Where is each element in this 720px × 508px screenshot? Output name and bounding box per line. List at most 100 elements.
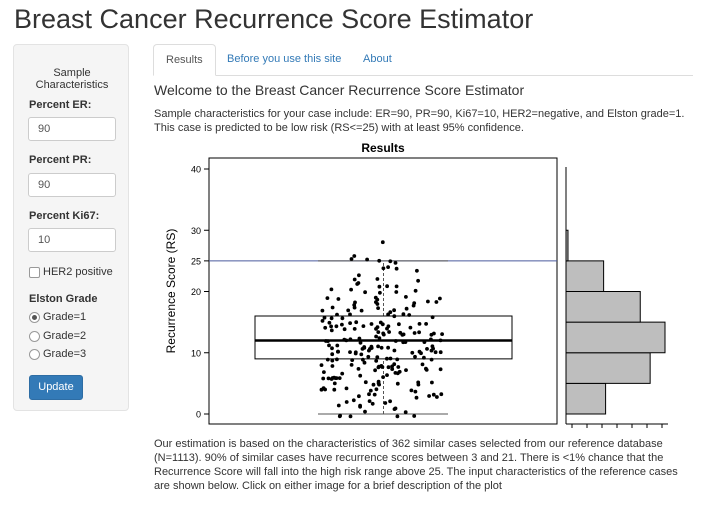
data-point	[377, 258, 382, 263]
data-point	[336, 403, 341, 408]
data-point	[429, 337, 433, 342]
data-point	[358, 404, 362, 409]
data-point	[377, 336, 382, 340]
data-point	[342, 327, 347, 332]
data-point	[412, 301, 417, 305]
data-point	[388, 399, 392, 404]
welcome-heading: Welcome to the Breast Cancer Recurrence …	[154, 82, 525, 98]
pr-input[interactable]: 90	[28, 173, 116, 197]
data-point	[337, 414, 342, 419]
data-point	[394, 290, 399, 294]
data-point	[438, 296, 442, 301]
data-point	[349, 363, 354, 367]
ki67-label: Percent Ki67:	[29, 210, 100, 222]
data-point	[377, 284, 382, 289]
radio-icon[interactable]	[29, 349, 40, 360]
data-point	[438, 338, 443, 343]
radio-icon[interactable]	[29, 331, 40, 342]
data-point	[433, 350, 438, 355]
data-point	[373, 368, 377, 373]
data-point	[424, 322, 428, 326]
estimation-text: Our estimation is based on the character…	[154, 438, 678, 492]
data-point	[371, 382, 376, 387]
data-point	[358, 340, 363, 345]
data-point	[431, 392, 436, 397]
data-point	[349, 257, 354, 261]
checkbox-box[interactable]	[29, 267, 40, 278]
grade-1-label: Grade=1	[43, 311, 87, 323]
hist-bar	[565, 352, 651, 384]
sidebar-panel: Sample Characteristics Percent ER: 90 Pe…	[13, 44, 129, 411]
data-point	[379, 345, 384, 350]
data-point	[414, 395, 419, 400]
tab-about[interactable]: About	[363, 53, 392, 65]
er-input[interactable]: 90	[28, 117, 116, 141]
data-point	[381, 332, 386, 337]
data-point	[363, 290, 367, 295]
tab-bar: Results Before you use this site About	[153, 44, 693, 76]
data-point	[358, 373, 363, 378]
data-point	[319, 363, 324, 367]
data-point	[376, 344, 380, 349]
tab-before-you-use[interactable]: Before you use this site	[227, 53, 342, 65]
data-point	[435, 395, 439, 399]
data-point	[332, 381, 337, 386]
data-point	[429, 332, 434, 337]
data-point	[386, 345, 390, 350]
data-point	[397, 369, 402, 374]
data-point	[322, 315, 327, 320]
data-point	[396, 365, 401, 369]
data-point	[425, 347, 429, 351]
data-point	[337, 376, 342, 380]
data-point	[359, 308, 364, 313]
data-point	[440, 332, 444, 336]
data-point	[385, 284, 389, 289]
data-point	[329, 324, 333, 329]
data-point	[394, 284, 399, 289]
grade-label: Elston Grade	[29, 293, 98, 305]
data-point	[363, 409, 367, 414]
data-point	[376, 330, 381, 334]
y-tick-label: 30	[191, 226, 201, 236]
data-point	[400, 333, 405, 337]
data-point	[373, 295, 378, 300]
data-point	[380, 365, 385, 369]
data-point	[357, 273, 361, 278]
data-point	[363, 380, 368, 385]
data-point	[438, 367, 443, 372]
hist-bar	[565, 382, 607, 415]
data-point	[340, 316, 345, 321]
radio-selected-icon[interactable]	[29, 312, 40, 323]
data-point	[325, 357, 330, 362]
data-point	[378, 290, 382, 295]
data-point	[353, 350, 358, 355]
data-point	[348, 312, 352, 317]
data-point	[393, 339, 398, 343]
data-point	[438, 350, 443, 355]
data-point	[324, 339, 328, 343]
data-point	[348, 321, 352, 325]
data-point	[368, 388, 373, 393]
ki67-input[interactable]: 10	[28, 228, 116, 252]
data-point	[330, 364, 335, 368]
data-point	[413, 389, 418, 394]
data-point	[395, 414, 400, 419]
data-point	[380, 240, 385, 245]
her2-label: HER2 positive	[43, 266, 113, 278]
data-point	[417, 349, 422, 354]
data-point	[348, 414, 353, 419]
data-point	[336, 349, 340, 354]
update-button[interactable]: Update	[29, 375, 83, 400]
data-point	[342, 337, 347, 342]
data-point	[415, 268, 419, 273]
y-tick-label: 10	[191, 348, 201, 358]
summary-text: Sample characteristics for your case inc…	[154, 108, 685, 134]
data-point	[327, 320, 332, 325]
data-point	[393, 406, 398, 411]
data-point	[372, 392, 377, 397]
data-point	[429, 357, 434, 362]
data-point	[357, 394, 361, 399]
tab-results[interactable]: Results	[153, 44, 216, 76]
data-point	[393, 371, 398, 375]
